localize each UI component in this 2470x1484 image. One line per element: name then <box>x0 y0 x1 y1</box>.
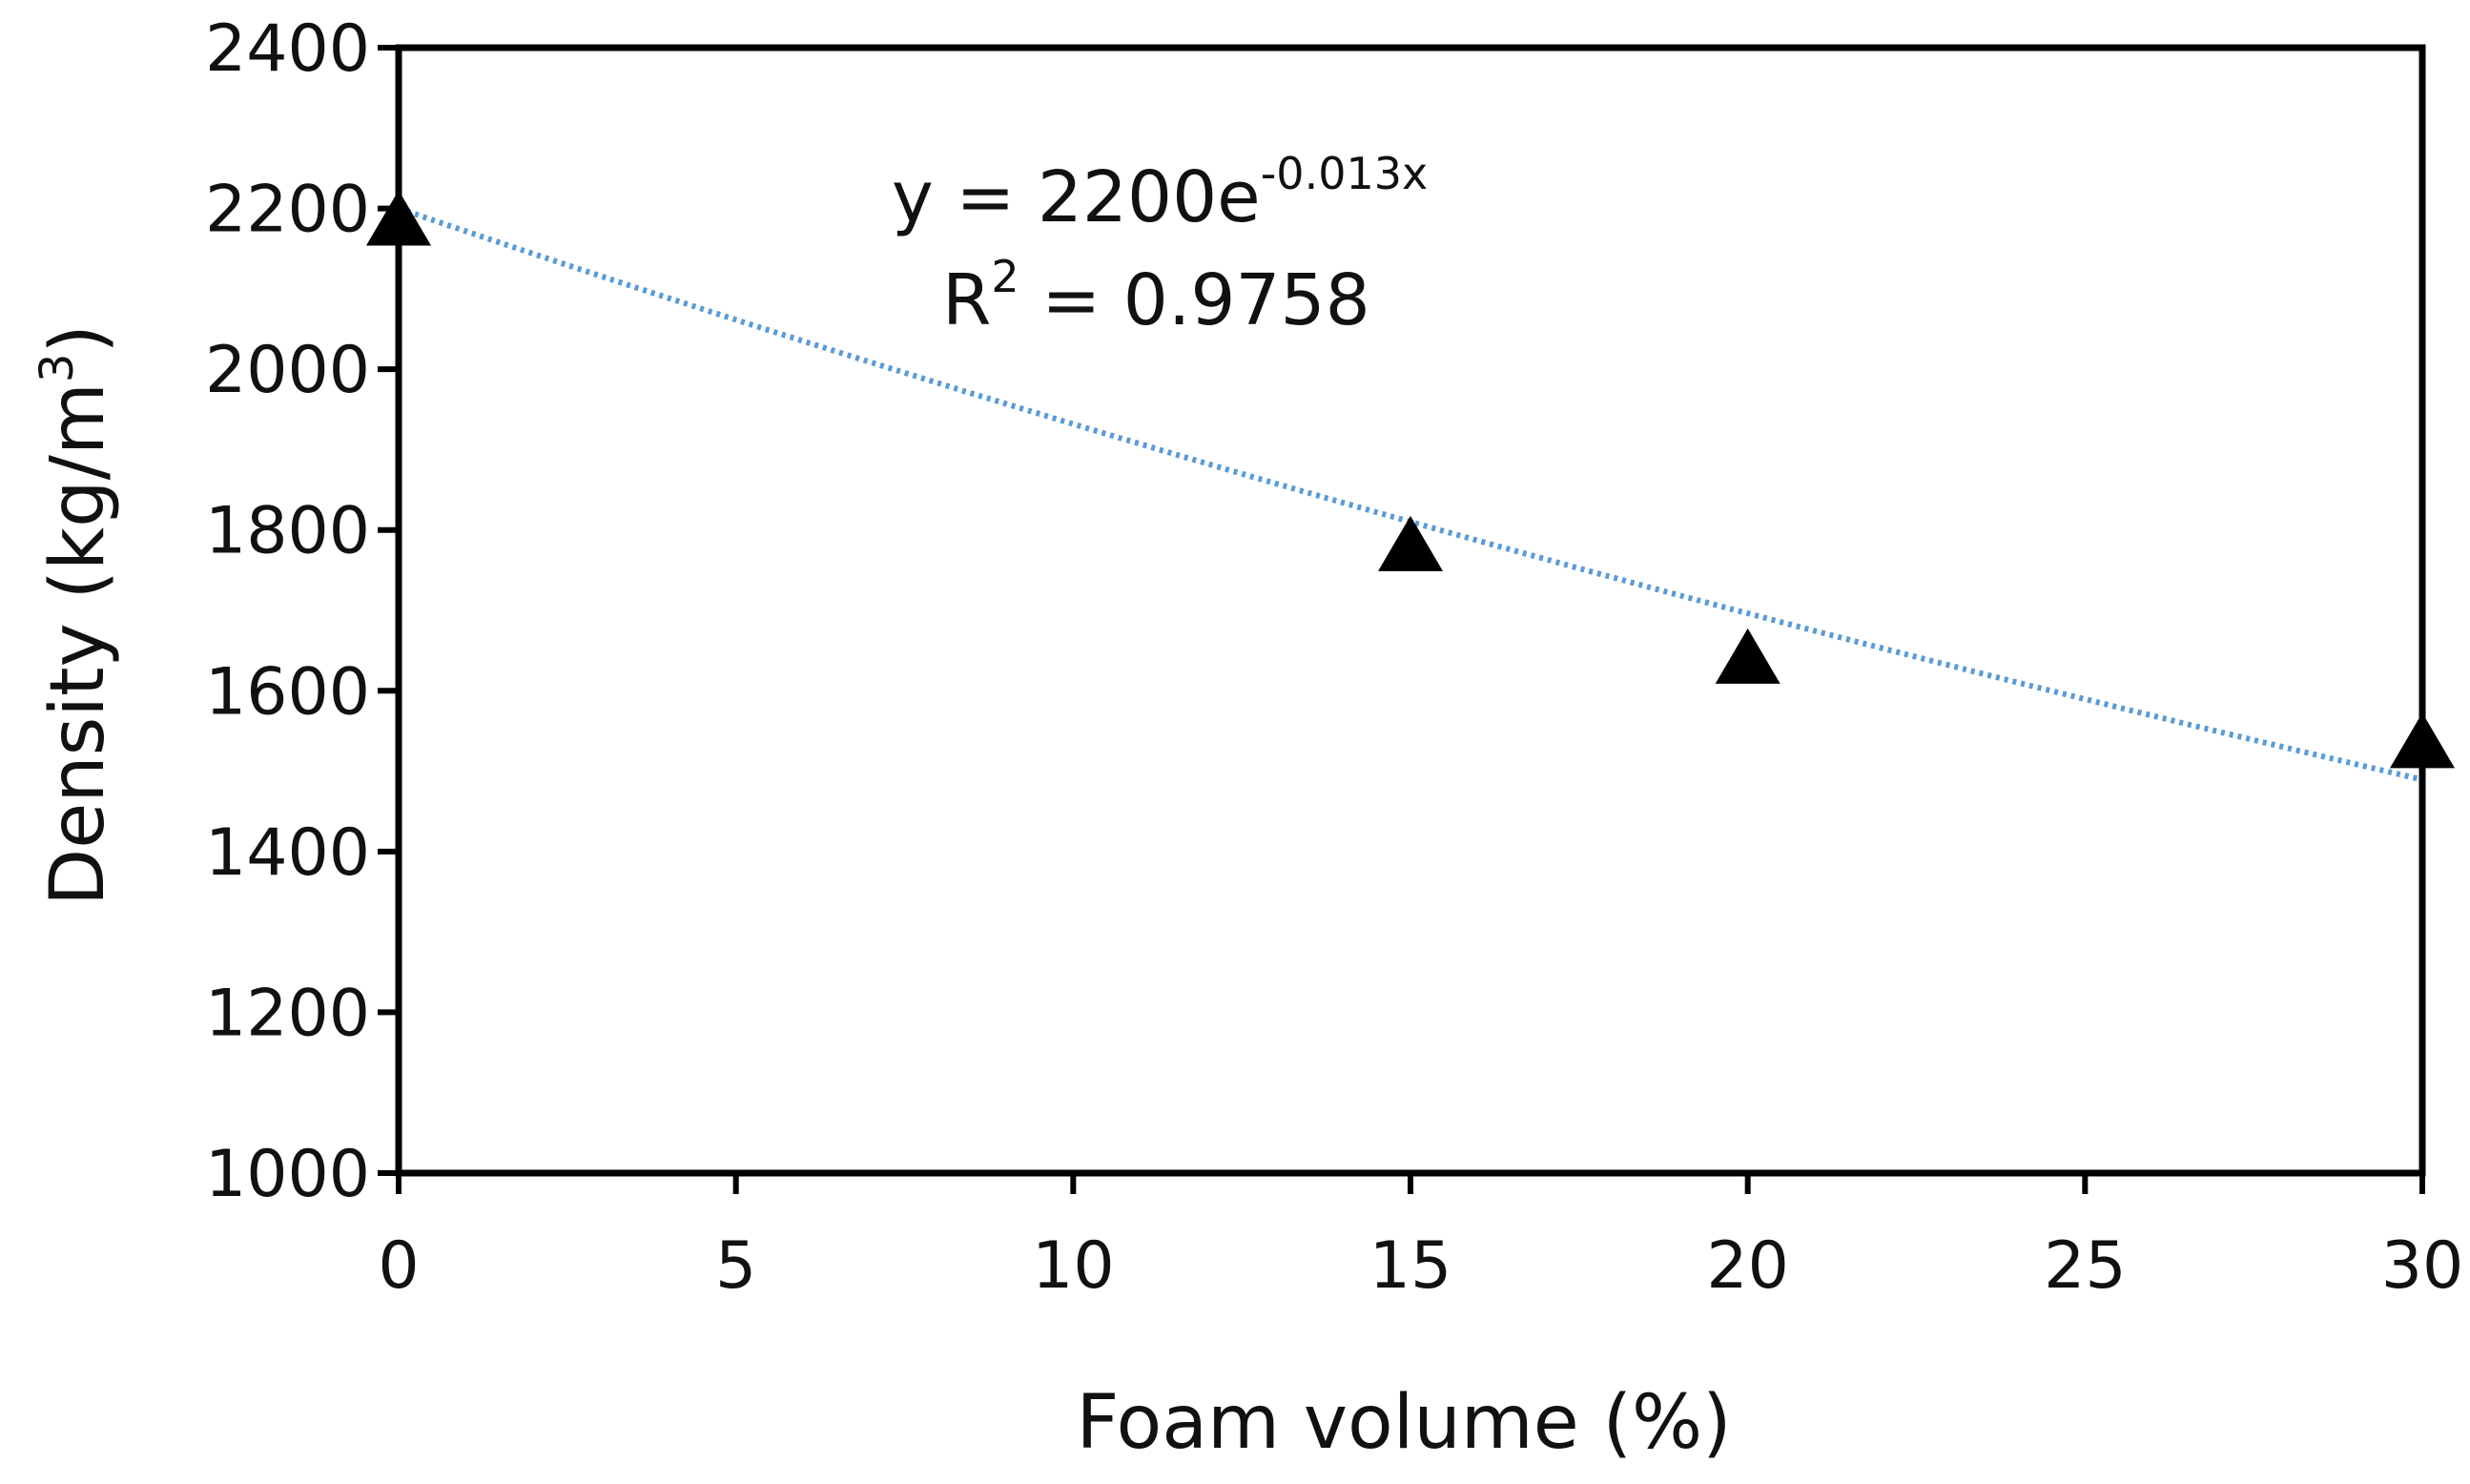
y-axis-title-sup: 3 <box>31 354 84 383</box>
y-tick-label: 1800 <box>205 494 370 569</box>
y-tick-label: 2200 <box>205 173 370 248</box>
y-tick-label: 1400 <box>205 815 370 891</box>
x-tick-label: 15 <box>1369 1228 1452 1304</box>
trendline <box>398 205 2423 783</box>
r-squared-value: = 0.9758 <box>1019 259 1370 341</box>
r-squared-prefix: R <box>942 259 991 341</box>
y-axis-title-main: Density (kg/m <box>35 382 121 906</box>
data-point-triangle <box>2390 712 2455 769</box>
y-tick-label: 1200 <box>205 976 370 1051</box>
y-axis-title: Density (kg/m3) <box>31 324 121 906</box>
x-tick-label: 0 <box>378 1228 419 1304</box>
equation-label: y = 2200e-0.013x <box>892 148 1428 238</box>
equation-exponent: -0.013x <box>1261 148 1429 199</box>
x-tick-label: 25 <box>2044 1228 2127 1304</box>
x-axis-title: Foam volume (%) <box>1076 1380 1731 1466</box>
data-point-triangle <box>1715 628 1780 684</box>
y-axis-title-close: ) <box>35 324 121 353</box>
y-tick-label: 2400 <box>205 11 370 87</box>
data-point-triangle <box>366 190 431 246</box>
y-tick-label: 1000 <box>205 1137 370 1212</box>
trendline-layer <box>398 205 2423 783</box>
x-tick-label: 5 <box>715 1228 756 1304</box>
x-tick-label: 10 <box>1032 1228 1115 1304</box>
axes-layer <box>378 44 2426 1194</box>
x-tick-label: 30 <box>2381 1228 2464 1304</box>
data-point-triangle <box>1378 515 1443 571</box>
x-tick-label: 20 <box>1706 1228 1789 1304</box>
y-tick-label: 1600 <box>205 654 370 730</box>
r-squared-sup: 2 <box>991 251 1019 302</box>
plot-frame <box>395 44 2426 1177</box>
r-squared-label: R2 = 0.9758 <box>942 251 1370 341</box>
y-tick-label: 2000 <box>205 333 370 408</box>
equation-prefix: y = 2200e <box>892 156 1261 238</box>
tick-labels-layer: 1000 1200 1400 1600 1800 2000 2200 2400 0 5 10 15 20… <box>205 11 2463 1304</box>
data-points-layer <box>366 190 2455 769</box>
